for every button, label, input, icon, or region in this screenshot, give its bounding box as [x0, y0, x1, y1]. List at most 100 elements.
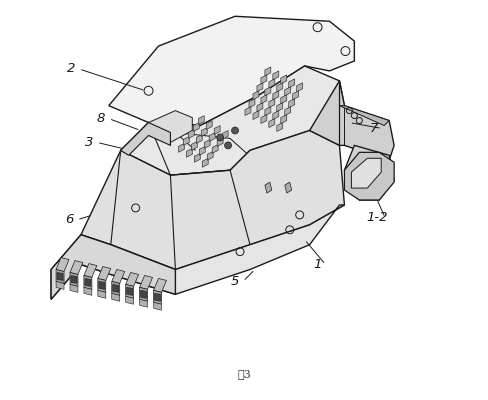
- Polygon shape: [121, 122, 170, 155]
- Text: 8: 8: [97, 112, 105, 125]
- Text: 6: 6: [65, 213, 73, 226]
- Polygon shape: [70, 260, 83, 274]
- Polygon shape: [209, 132, 215, 142]
- Polygon shape: [204, 140, 210, 148]
- Polygon shape: [293, 91, 299, 100]
- Polygon shape: [51, 235, 175, 299]
- Polygon shape: [281, 95, 287, 104]
- Polygon shape: [154, 302, 162, 310]
- Polygon shape: [141, 290, 146, 298]
- Polygon shape: [281, 75, 287, 84]
- Polygon shape: [154, 278, 166, 292]
- Polygon shape: [273, 91, 279, 100]
- Polygon shape: [148, 111, 192, 142]
- Polygon shape: [285, 182, 292, 193]
- Polygon shape: [207, 151, 213, 160]
- Polygon shape: [261, 95, 267, 104]
- Polygon shape: [121, 66, 345, 175]
- Polygon shape: [265, 87, 271, 96]
- Polygon shape: [112, 293, 120, 301]
- Polygon shape: [70, 284, 78, 292]
- Polygon shape: [245, 107, 251, 116]
- Polygon shape: [71, 276, 77, 284]
- Polygon shape: [269, 79, 275, 88]
- Polygon shape: [112, 282, 120, 295]
- Polygon shape: [127, 287, 133, 295]
- Polygon shape: [202, 158, 208, 167]
- Polygon shape: [84, 287, 92, 295]
- Text: 1-2: 1-2: [366, 211, 388, 224]
- Polygon shape: [155, 293, 161, 301]
- Polygon shape: [269, 99, 275, 108]
- Polygon shape: [81, 130, 345, 270]
- Polygon shape: [206, 120, 212, 130]
- Circle shape: [224, 142, 232, 149]
- Polygon shape: [345, 152, 394, 200]
- Polygon shape: [269, 118, 275, 128]
- Polygon shape: [56, 282, 64, 289]
- Polygon shape: [56, 258, 69, 272]
- Polygon shape: [126, 296, 134, 304]
- Polygon shape: [257, 83, 263, 92]
- Polygon shape: [297, 83, 303, 92]
- Polygon shape: [340, 106, 389, 126]
- Polygon shape: [265, 67, 271, 76]
- Polygon shape: [277, 83, 283, 92]
- Polygon shape: [113, 284, 119, 292]
- Polygon shape: [112, 270, 124, 284]
- Polygon shape: [183, 136, 189, 145]
- Polygon shape: [285, 87, 291, 96]
- Text: 1: 1: [313, 258, 322, 271]
- Polygon shape: [285, 107, 291, 116]
- Polygon shape: [99, 282, 105, 289]
- Polygon shape: [199, 146, 205, 155]
- Polygon shape: [57, 272, 63, 280]
- Polygon shape: [193, 122, 199, 132]
- Polygon shape: [98, 290, 106, 298]
- Polygon shape: [351, 158, 381, 188]
- Polygon shape: [85, 278, 91, 286]
- Polygon shape: [277, 103, 283, 112]
- Polygon shape: [194, 153, 200, 162]
- Text: 7: 7: [370, 122, 378, 135]
- Polygon shape: [191, 142, 197, 150]
- Circle shape: [217, 134, 224, 141]
- Polygon shape: [140, 276, 153, 289]
- Text: 3: 3: [85, 136, 93, 149]
- Polygon shape: [261, 114, 267, 124]
- Polygon shape: [140, 299, 147, 307]
- Polygon shape: [51, 205, 345, 299]
- Polygon shape: [249, 99, 255, 108]
- Polygon shape: [289, 79, 295, 88]
- Text: 5: 5: [231, 275, 239, 288]
- Polygon shape: [253, 111, 259, 120]
- Polygon shape: [84, 276, 92, 289]
- Polygon shape: [186, 148, 192, 157]
- Polygon shape: [214, 126, 220, 134]
- Polygon shape: [126, 284, 134, 298]
- Polygon shape: [201, 128, 207, 136]
- Polygon shape: [281, 114, 287, 124]
- Polygon shape: [273, 71, 279, 80]
- Polygon shape: [277, 122, 283, 132]
- Polygon shape: [188, 130, 194, 138]
- Polygon shape: [261, 75, 267, 84]
- Polygon shape: [253, 91, 259, 100]
- Polygon shape: [154, 290, 162, 304]
- Polygon shape: [265, 182, 272, 193]
- Polygon shape: [345, 145, 394, 200]
- Polygon shape: [126, 272, 139, 286]
- Polygon shape: [56, 270, 64, 284]
- Polygon shape: [198, 116, 204, 124]
- Polygon shape: [196, 134, 202, 143]
- Circle shape: [232, 127, 239, 134]
- Polygon shape: [257, 103, 263, 112]
- Polygon shape: [289, 99, 295, 108]
- Polygon shape: [179, 143, 184, 152]
- Polygon shape: [70, 272, 78, 286]
- Text: 图3: 图3: [237, 369, 251, 379]
- Polygon shape: [217, 138, 223, 146]
- Polygon shape: [212, 144, 218, 153]
- Polygon shape: [98, 278, 106, 292]
- Polygon shape: [273, 111, 279, 120]
